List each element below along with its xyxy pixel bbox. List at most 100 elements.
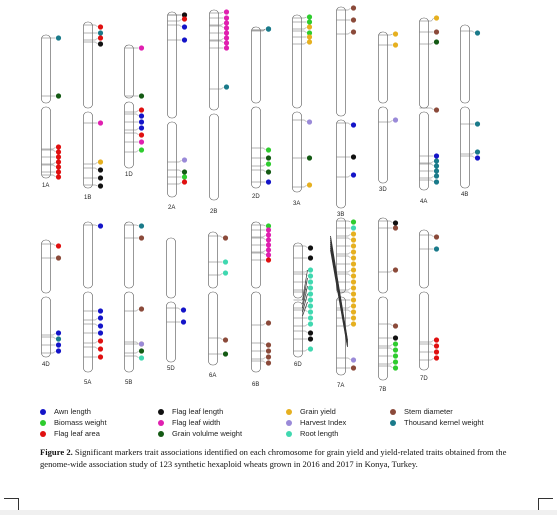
chromosome-2d: 2D — [251, 26, 272, 200]
marker-tkw-dot — [265, 26, 272, 32]
marker-gvw-dot — [181, 169, 188, 175]
marker-connector — [387, 220, 393, 224]
chromosome-label: 3B — [337, 212, 344, 218]
legend-item-fll: Flag leaf length — [158, 406, 242, 417]
marker-rl-dot — [307, 297, 314, 303]
marker-connector — [345, 291, 351, 295]
chromosome-5d: 5D — [166, 237, 187, 372]
legend-label: Stem diameter — [404, 407, 453, 416]
marker-fll-dot — [392, 220, 399, 226]
marker-gy-dot — [350, 249, 357, 255]
marker-connector — [176, 24, 182, 28]
marker-connector — [218, 86, 224, 90]
legend-item-rl: Root length — [286, 428, 346, 439]
legend-item-flw: Flag leaf width — [158, 417, 242, 428]
marker-connector — [345, 287, 351, 291]
marker-connector — [260, 342, 266, 346]
marker-connector — [428, 163, 434, 167]
legend-swatch — [286, 408, 292, 415]
marker-flw-dot — [265, 242, 272, 248]
marker-connector — [387, 119, 393, 123]
chromosome-arm-short — [336, 6, 346, 117]
marker-connector — [260, 252, 266, 256]
marker-gy-dot — [350, 243, 357, 249]
marker-flw-dot — [223, 9, 230, 15]
marker-sd-dot — [433, 29, 440, 35]
legend-item-gvw: Grain volulme weight — [158, 428, 242, 439]
marker-bio-dot — [392, 365, 399, 371]
marker-gvw-dot — [55, 93, 62, 99]
legend-label: Awn length — [54, 407, 91, 416]
marker-connector — [92, 323, 98, 327]
marker-sd-dot — [350, 17, 357, 23]
marker-fla-dot — [433, 349, 440, 355]
marker-fll-dot — [307, 255, 314, 261]
marker-connector — [50, 332, 56, 336]
marker-flw-dot — [138, 139, 145, 145]
marker-connector — [50, 336, 56, 340]
marker-connector — [92, 317, 98, 321]
marker-connector — [387, 343, 393, 347]
marker-connector — [260, 147, 266, 151]
legend-label: Biomass weight — [54, 418, 107, 427]
marker-gy-dot — [350, 237, 357, 243]
legend-swatch — [40, 430, 46, 437]
marker-tkw-dot — [433, 246, 440, 252]
marker-flw-dot — [265, 227, 272, 233]
chromosome-arm-long — [293, 301, 303, 358]
chromosome-arm-long — [83, 111, 93, 189]
marker-connector — [92, 167, 98, 171]
legend-label: Flag leaf length — [172, 407, 224, 416]
marker-connector — [428, 343, 434, 347]
marker-connector — [345, 31, 351, 35]
marker-tkw-dot — [433, 168, 440, 174]
marker-gvw-dot — [265, 155, 272, 161]
chromosome-arm-long — [124, 291, 134, 373]
marker-hi-dot — [306, 119, 313, 125]
marker-sd-dot — [392, 267, 399, 273]
marker-connector — [345, 255, 351, 259]
marker-tkw-dot — [433, 173, 440, 179]
marker-gy-dot — [350, 231, 357, 237]
marker-hi-dot — [181, 157, 188, 163]
marker-connector — [133, 127, 139, 131]
legend-swatch — [158, 430, 164, 437]
marker-bio-dot — [392, 353, 399, 359]
chromosome-arm-long — [166, 301, 176, 363]
chromosome-arm-long — [124, 101, 134, 169]
legend-swatch — [158, 419, 164, 426]
marker-fla-dot — [97, 346, 104, 352]
marker-connector — [387, 323, 393, 327]
marker-connector — [175, 307, 181, 311]
marker-connector — [260, 249, 266, 253]
marker-awn-dot — [97, 223, 104, 229]
marker-bio-dot — [350, 219, 357, 225]
chromosome-7b: 7B — [378, 217, 399, 393]
marker-awn-dot — [55, 330, 62, 336]
marker-gy-dot — [306, 34, 313, 40]
marker-connector — [50, 149, 56, 153]
marker-flw-dot — [223, 35, 230, 41]
legend-label: Flag leaf area — [54, 429, 100, 438]
marker-rl-dot — [307, 309, 314, 315]
chromosome-7d: 7D — [419, 229, 440, 382]
marker-connector — [260, 169, 266, 173]
legend-swatch — [286, 419, 292, 426]
legend-item-hi: Harvest Index — [286, 417, 346, 428]
marker-gvw-dot — [138, 348, 145, 354]
chromosome-2a: 2A — [167, 11, 188, 211]
marker-connector — [217, 235, 223, 239]
chromosome-arm-short — [251, 221, 261, 289]
marker-tkw-dot — [474, 30, 481, 36]
chromosome-arm-long — [419, 291, 429, 371]
marker-rl-dot — [307, 267, 314, 273]
legend-item-tkw: Thousand kernel weight — [390, 417, 484, 428]
chromosome-5a: 5A — [83, 221, 104, 386]
marker-rl-dot — [307, 273, 314, 279]
marker-awn-dot — [138, 113, 145, 119]
marker-gy-dot — [350, 285, 357, 291]
marker-gy-dot — [350, 261, 357, 267]
legend-column: Stem diameter Thousand kernel weight — [390, 406, 484, 428]
chromosome-arm-short — [209, 9, 219, 111]
chromosome-arm-short — [378, 31, 388, 104]
